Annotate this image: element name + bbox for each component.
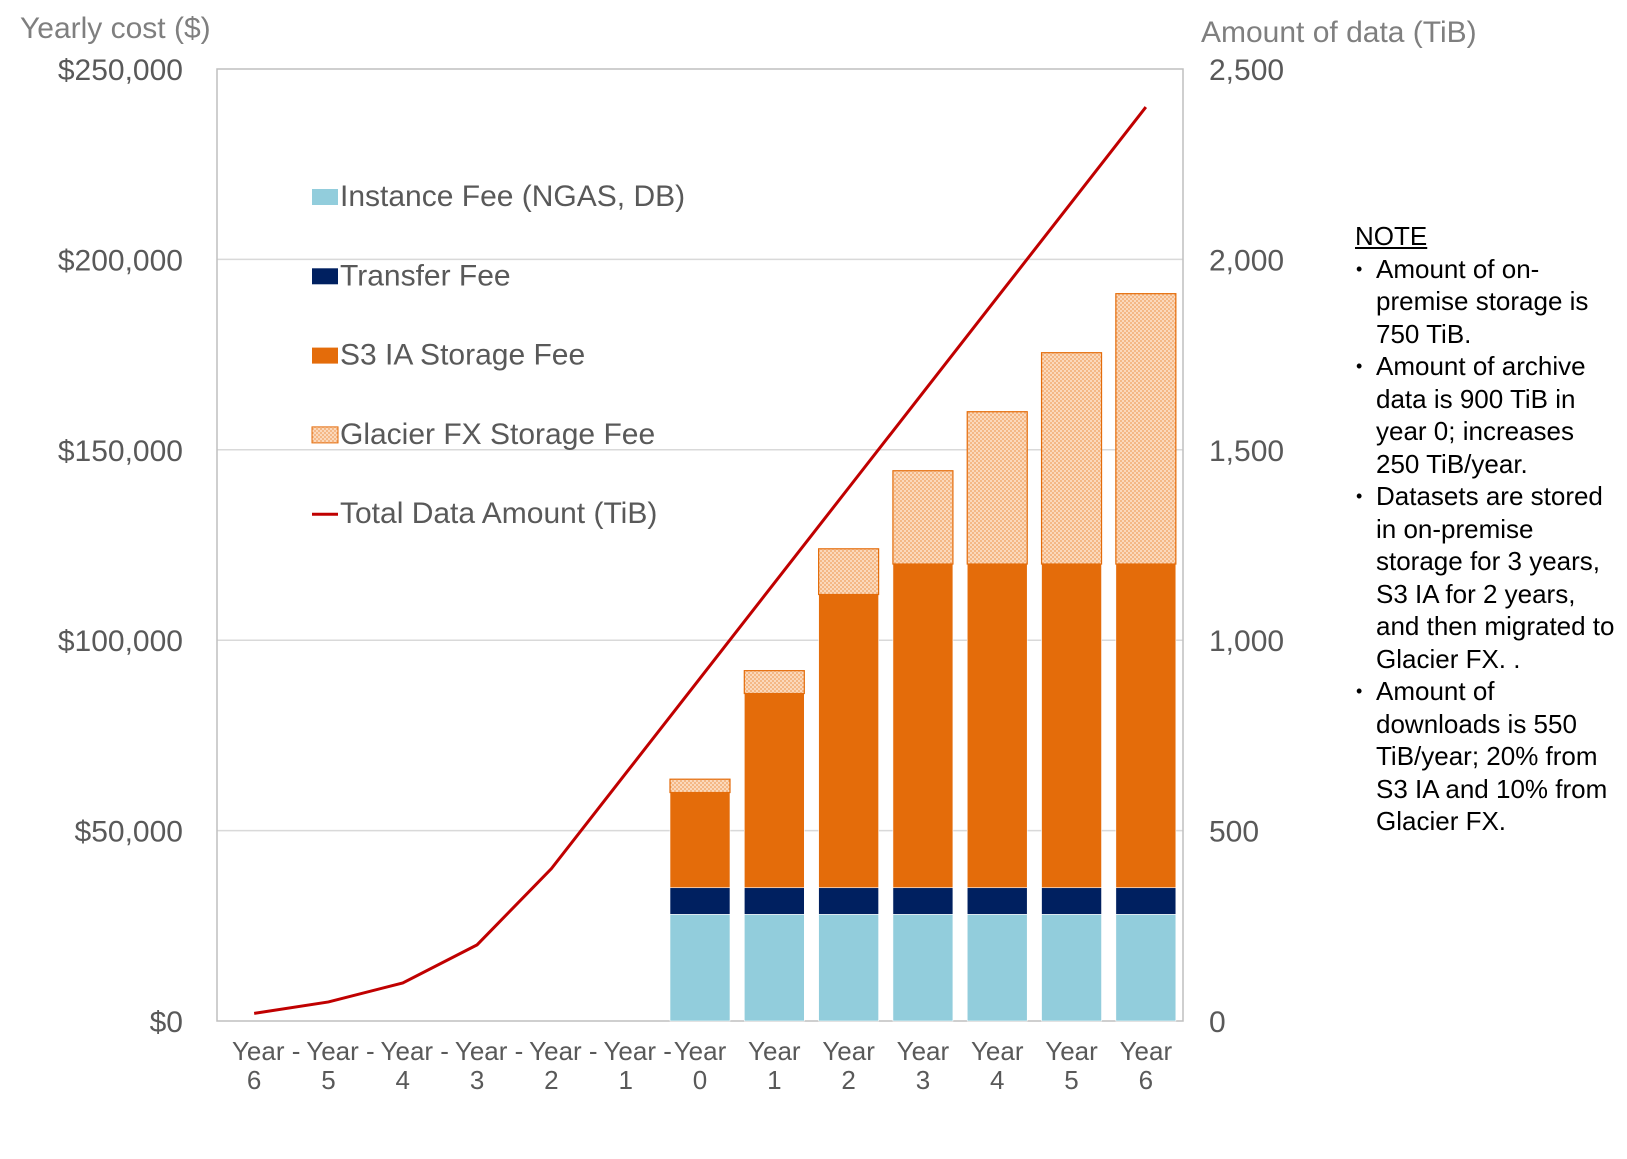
bar-segment <box>744 693 805 889</box>
legend-swatch <box>311 426 339 444</box>
legend-label: S3 IA Storage Fee <box>340 339 585 372</box>
y2-tick-label: 500 <box>1209 816 1259 849</box>
x-tick-label: Year <box>1045 1036 1098 1066</box>
x-tick-label: 2 <box>544 1065 558 1095</box>
x-tick-label: Year <box>748 1036 801 1066</box>
legend-swatch <box>312 189 338 205</box>
x-tick-label: Year <box>1120 1036 1173 1066</box>
bar-segment <box>1041 914 1102 1022</box>
x-tick-label: 2 <box>841 1065 855 1095</box>
note-item: Amount of downloads is 550 TiB/year; 20%… <box>1355 675 1620 838</box>
x-tick-label: Year - <box>603 1036 671 1066</box>
note-box: NOTE Amount of on-premise storage is 750… <box>1355 220 1620 838</box>
x-tick-label: 4 <box>396 1065 410 1095</box>
bar-segment <box>1115 563 1177 889</box>
x-tick-label: 0 <box>693 1065 707 1095</box>
x-tick-label: 5 <box>1064 1065 1078 1095</box>
y-axis-title: Yearly cost ($) <box>20 12 211 45</box>
y2-tick-label: 2,500 <box>1209 54 1284 87</box>
bar-segment <box>744 887 805 915</box>
bar-segment <box>818 548 880 596</box>
legend-label: Transfer Fee <box>340 259 511 292</box>
y2-tick-label: 1,000 <box>1209 625 1284 658</box>
bar-segment <box>669 778 731 794</box>
x-tick-label: 6 <box>1139 1065 1153 1095</box>
note-item: Amount of archive data is 900 TiB in yea… <box>1355 350 1620 480</box>
note-item: Datasets are stored in on-premise storag… <box>1355 480 1620 675</box>
bar-segment <box>966 411 1028 565</box>
y2-tick-label: 1,500 <box>1209 435 1284 468</box>
legend-swatch <box>312 268 338 285</box>
y-tick-label: $250,000 <box>58 54 183 87</box>
x-tick-label: Year <box>971 1036 1024 1066</box>
bar-segment <box>818 594 879 889</box>
bar-segment <box>743 670 805 695</box>
bar-segment <box>892 887 954 915</box>
bar-segment <box>818 914 879 1022</box>
bar-segment <box>669 887 731 915</box>
bar-segment <box>1115 887 1177 915</box>
bar-segment <box>1041 887 1102 915</box>
bar-segment <box>966 914 1028 1022</box>
x-tick-label: Year <box>897 1036 950 1066</box>
note-item: Amount of on-premise storage is 750 TiB. <box>1355 253 1620 351</box>
note-list: Amount of on-premise storage is 750 TiB.… <box>1355 253 1620 838</box>
bar-segment <box>966 887 1028 915</box>
y2-tick-label: 2,000 <box>1209 244 1284 277</box>
x-tick-label: 6 <box>247 1065 261 1095</box>
x-tick-label: 3 <box>916 1065 930 1095</box>
legend-swatch <box>312 347 338 364</box>
y-tick-label: $0 <box>150 1006 183 1039</box>
note-title: NOTE <box>1355 221 1428 251</box>
y-tick-label: $200,000 <box>58 244 183 277</box>
x-tick-label: Year - <box>455 1036 523 1066</box>
bars <box>669 293 1177 1022</box>
legend-label: Glacier FX Storage Fee <box>340 418 655 451</box>
x-tick-label: 1 <box>618 1065 632 1095</box>
x-tick-label: Year - <box>381 1036 449 1066</box>
bar-segment <box>669 914 731 1022</box>
y-tick-label: $50,000 <box>75 816 183 849</box>
x-tick-label: 3 <box>470 1065 484 1095</box>
x-tick-label: 5 <box>321 1065 335 1095</box>
bar-segment <box>744 914 805 1022</box>
bar-segment <box>892 914 954 1022</box>
bar-segment <box>966 563 1028 889</box>
x-tick-label: Year <box>674 1036 727 1066</box>
y-tick-label: $150,000 <box>58 435 183 468</box>
bar-segment <box>892 470 954 565</box>
legend-label: Instance Fee (NGAS, DB) <box>340 180 685 213</box>
bar-segment <box>892 563 954 889</box>
x-tick-label: Year - <box>306 1036 374 1066</box>
bar-segment <box>818 887 879 915</box>
legend: Instance Fee (NGAS, DB) Transfer Fee S3 IA… <box>311 180 685 530</box>
legend-label: Total Data Amount (TiB) <box>340 497 657 530</box>
bar-segment <box>1040 352 1103 565</box>
x-tick-label: 1 <box>767 1065 781 1095</box>
x-tick-label: Year <box>822 1036 875 1066</box>
tick-labels: $0 $50,000 $100,000 $150,000 $200,000 $250,00… <box>58 54 1284 1095</box>
x-tick-label: 4 <box>990 1065 1004 1095</box>
bar-segment <box>669 792 731 889</box>
y-tick-label: $100,000 <box>58 625 183 658</box>
y2-tick-label: 0 <box>1209 1006 1226 1039</box>
x-tick-label: Year - <box>529 1036 597 1066</box>
data-line <box>253 106 1148 1015</box>
bar-segment <box>1115 914 1177 1022</box>
x-tick-label: Year - <box>232 1036 300 1066</box>
y2-axis-title: Amount of data (TiB) <box>1201 16 1477 49</box>
bar-segment <box>1115 293 1177 565</box>
bar-segment <box>1041 563 1102 889</box>
total-data-line <box>253 106 1148 1015</box>
